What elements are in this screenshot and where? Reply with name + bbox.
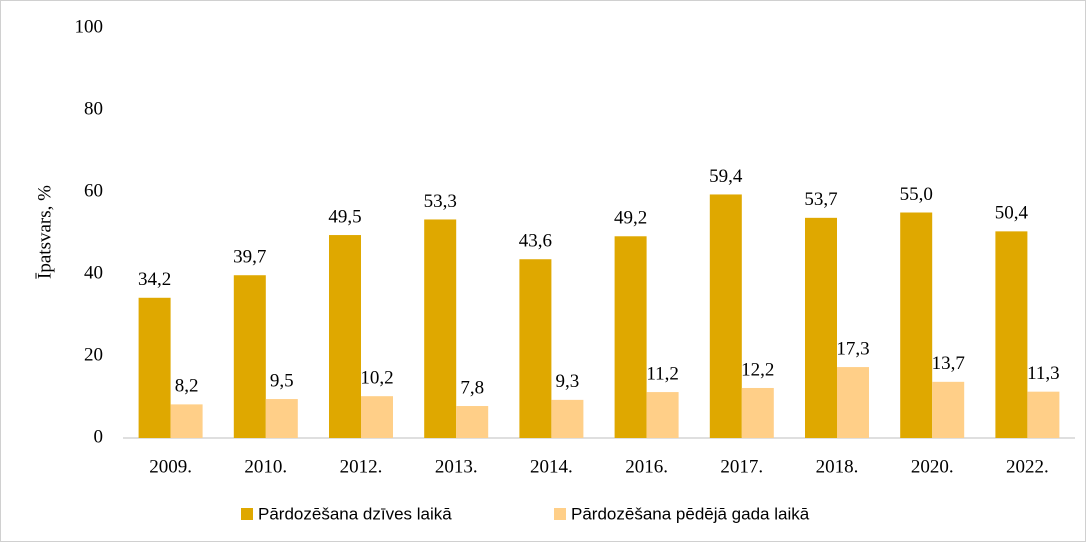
y-tick-label: 100 bbox=[75, 16, 104, 37]
y-tick-label: 80 bbox=[84, 98, 103, 119]
bar bbox=[265, 399, 298, 438]
legend-label: Pārdozēšana dzīves laikā bbox=[258, 504, 452, 523]
bar bbox=[932, 381, 965, 438]
x-tick-label: 2022. bbox=[1006, 456, 1049, 477]
y-tick-label: 0 bbox=[94, 426, 104, 447]
data-label: 49,5 bbox=[328, 206, 361, 227]
legend-swatch bbox=[554, 508, 566, 520]
legend-label: Pārdozēšana pēdējā gada laikā bbox=[571, 504, 810, 523]
x-tick-label: 2013. bbox=[435, 456, 478, 477]
data-label: 13,7 bbox=[932, 353, 965, 374]
bar bbox=[170, 404, 203, 438]
y-tick-label: 60 bbox=[84, 180, 103, 201]
data-label: 53,3 bbox=[424, 191, 457, 212]
bar bbox=[519, 259, 552, 438]
x-tick-label: 2009. bbox=[149, 456, 192, 477]
bar bbox=[741, 387, 774, 438]
x-tick-label: 2020. bbox=[911, 456, 954, 477]
y-axis-label: Īpatsvars, % bbox=[34, 185, 55, 279]
bar bbox=[551, 399, 584, 438]
bar bbox=[329, 235, 361, 438]
bar bbox=[709, 194, 742, 438]
data-label: 17,3 bbox=[836, 338, 869, 359]
bar bbox=[646, 392, 679, 438]
data-label: 9,5 bbox=[270, 370, 294, 391]
data-label: 39,7 bbox=[233, 247, 266, 268]
y-tick-label: 40 bbox=[84, 262, 103, 283]
data-label: 9,3 bbox=[556, 371, 580, 392]
data-label: 11,3 bbox=[1027, 363, 1060, 384]
bar bbox=[805, 217, 837, 438]
data-label: 59,4 bbox=[709, 166, 743, 187]
bar bbox=[614, 236, 647, 438]
y-tick-label: 20 bbox=[84, 344, 103, 365]
bar bbox=[995, 231, 1028, 438]
data-label: 10,2 bbox=[360, 368, 393, 389]
x-tick-label: 2014. bbox=[530, 456, 573, 477]
bar bbox=[424, 219, 457, 438]
data-label: 8,2 bbox=[175, 376, 199, 397]
bar bbox=[900, 212, 933, 438]
x-tick-label: 2010. bbox=[244, 456, 287, 477]
x-tick-label: 2016. bbox=[625, 456, 668, 477]
data-label: 50,4 bbox=[995, 203, 1029, 224]
data-label: 55,0 bbox=[900, 184, 933, 205]
data-label: 12,2 bbox=[741, 359, 774, 380]
x-tick-label: 2017. bbox=[720, 456, 763, 477]
bar bbox=[138, 297, 171, 438]
bar bbox=[233, 275, 266, 438]
data-label: 53,7 bbox=[804, 189, 837, 210]
data-label: 34,2 bbox=[138, 269, 171, 290]
bar bbox=[456, 406, 489, 438]
legend-swatch bbox=[241, 508, 253, 520]
bar bbox=[837, 367, 869, 438]
bar bbox=[1027, 391, 1060, 438]
data-label: 49,2 bbox=[614, 208, 647, 229]
bar bbox=[361, 396, 393, 438]
data-label: 11,2 bbox=[646, 363, 679, 384]
data-label: 7,8 bbox=[460, 377, 484, 398]
x-tick-label: 2012. bbox=[340, 456, 383, 477]
data-label: 43,6 bbox=[519, 231, 552, 252]
x-tick-label: 2018. bbox=[816, 456, 859, 477]
